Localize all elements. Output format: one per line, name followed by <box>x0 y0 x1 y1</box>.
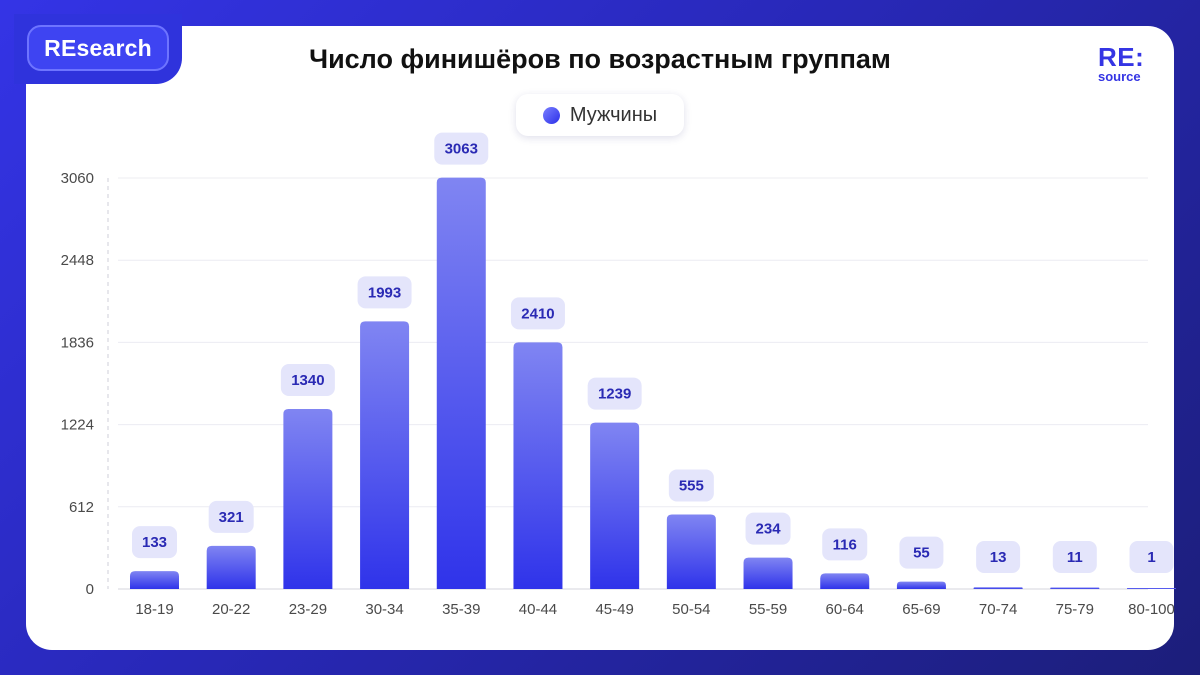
data-label: 133 <box>142 534 167 551</box>
y-tick-label: 0 <box>86 581 94 598</box>
data-label-bg <box>357 276 412 309</box>
data-label: 234 <box>756 521 782 538</box>
data-label-bg <box>976 541 1021 573</box>
x-tick-label: 30-34 <box>365 601 403 618</box>
bar-65-69 <box>896 581 946 589</box>
bar-35-39 <box>436 177 486 590</box>
data-label-bg <box>434 132 489 165</box>
data-label: 55 <box>913 545 930 562</box>
y-tick-label: 612 <box>69 499 94 516</box>
bar-55-59 <box>743 557 793 589</box>
bar-45-49 <box>590 422 640 589</box>
x-tick-label: 40-44 <box>519 601 557 618</box>
data-label-bg <box>510 297 565 330</box>
research-badge: REsearch <box>27 25 169 71</box>
y-tick-label: 3060 <box>61 170 94 187</box>
bar-75-79 <box>1050 587 1100 589</box>
x-tick-label: 45-49 <box>595 601 633 618</box>
data-label-bg <box>822 528 868 561</box>
data-label: 11 <box>1067 549 1083 566</box>
data-label-bg <box>745 512 791 545</box>
logo-line-1: RE: <box>1098 42 1145 72</box>
x-tick-label: 80-100 <box>1128 601 1175 618</box>
data-label-bg <box>899 536 944 569</box>
data-label: 1340 <box>291 372 324 389</box>
x-tick-label: 23-29 <box>289 601 327 618</box>
bar-20-22 <box>206 545 256 589</box>
x-tick-label: 18-19 <box>135 601 173 618</box>
data-label: 555 <box>679 477 704 494</box>
y-tick-label: 1836 <box>61 334 94 351</box>
data-label-bg <box>1052 541 1097 573</box>
data-label: 116 <box>833 536 857 553</box>
data-label: 3063 <box>445 141 478 158</box>
bar-18-19 <box>130 571 179 589</box>
data-label: 1 <box>1147 549 1155 566</box>
x-tick-label: 20-22 <box>212 601 250 618</box>
x-tick-label: 55-59 <box>749 601 787 618</box>
x-tick-label: 50-54 <box>672 601 710 618</box>
data-label-bg <box>668 469 714 502</box>
data-label-bg <box>1129 541 1174 573</box>
bar-50-54 <box>666 514 716 589</box>
data-label-bg <box>280 364 335 397</box>
y-tick-label: 2448 <box>61 252 94 269</box>
bar-70-74 <box>973 587 1023 589</box>
x-tick-label: 60-64 <box>826 601 864 618</box>
x-tick-label: 70-74 <box>979 601 1017 618</box>
logo-line-2: source <box>1098 69 1141 84</box>
data-label: 13 <box>990 549 1007 566</box>
bar-23-29 <box>283 409 333 589</box>
data-label: 1993 <box>368 284 401 301</box>
resource-logo: RE: source <box>1098 44 1144 84</box>
bar-30-34 <box>360 321 410 589</box>
bar-80-100 <box>1127 588 1176 589</box>
data-label: 321 <box>219 509 244 526</box>
bar-60-64 <box>820 573 870 589</box>
data-label: 1239 <box>598 386 631 403</box>
chart-title: Число финишёров по возрастным группам <box>309 44 891 74</box>
data-label-bg <box>208 500 254 533</box>
legend: Мужчины <box>516 94 684 136</box>
data-label-bg <box>587 377 642 410</box>
y-tick-label: 1224 <box>61 417 94 434</box>
legend-marker <box>542 106 560 124</box>
x-tick-label: 65-69 <box>902 601 940 618</box>
bar-40-44 <box>513 342 563 589</box>
data-label-bg <box>132 526 177 559</box>
x-tick-label: 75-79 <box>1056 601 1094 618</box>
data-label: 2410 <box>521 305 554 322</box>
legend-label: Мужчины <box>569 103 658 126</box>
x-tick-label: 35-39 <box>442 601 480 618</box>
